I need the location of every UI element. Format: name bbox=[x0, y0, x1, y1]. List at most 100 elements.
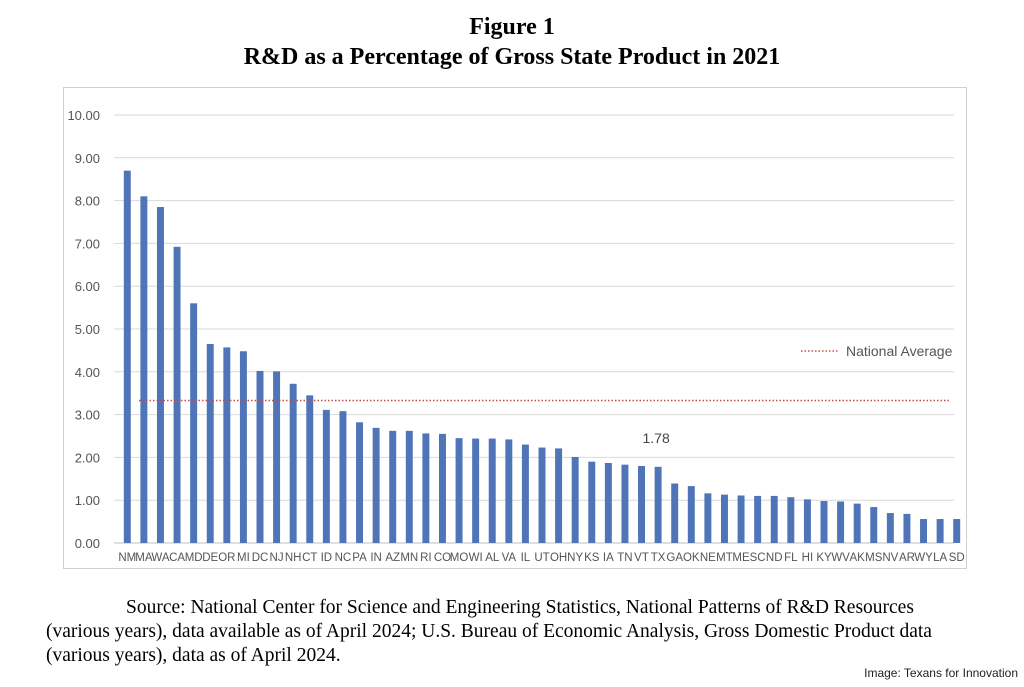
bar bbox=[704, 493, 712, 543]
x-tick-label: VA bbox=[502, 552, 517, 564]
bar bbox=[853, 503, 861, 543]
bar bbox=[306, 395, 314, 543]
x-tick-label: MS bbox=[865, 552, 883, 564]
data-label-tx: 1.78 bbox=[642, 430, 669, 446]
bar bbox=[505, 439, 513, 543]
x-tick-label: MI bbox=[237, 552, 250, 564]
x-tick-label: UT bbox=[534, 552, 549, 564]
x-tick-label: MO bbox=[450, 552, 469, 564]
x-tick-label: ND bbox=[766, 552, 783, 564]
x-tick-label: OH bbox=[550, 552, 567, 564]
bar bbox=[372, 427, 380, 543]
bars bbox=[123, 170, 961, 543]
x-tick-label: WY bbox=[914, 552, 933, 564]
bar bbox=[538, 447, 546, 543]
x-tick-label: WA bbox=[151, 552, 169, 564]
x-tick-label: NE bbox=[700, 552, 716, 564]
bar bbox=[920, 519, 928, 543]
bar bbox=[156, 207, 164, 543]
bar bbox=[405, 430, 413, 543]
x-tick-label: CA bbox=[169, 552, 185, 564]
labels: 0.00 1.00 2.00 3.00 4.00 5.00 6.00 7.00 8.00 9.00… bbox=[67, 108, 964, 564]
x-tick-label: IA bbox=[603, 552, 614, 564]
source-note: Source: National Center for Science and … bbox=[46, 596, 976, 668]
x-tick-label: AL bbox=[485, 552, 500, 564]
x-tick-label: GA bbox=[666, 552, 683, 564]
x-tick-label: ME bbox=[732, 552, 750, 564]
x-tick-label: LA bbox=[933, 552, 947, 564]
chart-area: 0.00 1.00 2.00 3.00 4.00 5.00 6.00 7.00 8.00 9.00… bbox=[63, 87, 967, 569]
bar bbox=[770, 495, 778, 543]
y-tick-label: 4.00 bbox=[75, 365, 100, 380]
figure-number: Figure 1 bbox=[469, 14, 555, 40]
bar bbox=[754, 495, 762, 543]
bar bbox=[472, 438, 480, 543]
bar bbox=[521, 444, 529, 543]
y-tick-label: 1.00 bbox=[75, 493, 100, 508]
x-tick-label: WV bbox=[831, 552, 850, 564]
x-tick-label: FL bbox=[784, 552, 798, 564]
x-tick-label: AR bbox=[899, 552, 915, 564]
bar bbox=[953, 519, 961, 543]
bar bbox=[455, 438, 463, 543]
bar bbox=[820, 501, 828, 543]
x-tick-label: IN bbox=[370, 552, 382, 564]
bar bbox=[720, 494, 728, 543]
x-tick-label: TN bbox=[617, 552, 632, 564]
bar bbox=[206, 343, 214, 543]
source-text: Source: National Center for Science and … bbox=[46, 597, 932, 666]
y-tick-label: 5.00 bbox=[75, 322, 100, 337]
x-tick-label: NJ bbox=[270, 552, 284, 564]
bar bbox=[604, 462, 612, 543]
x-tick-label: DE bbox=[202, 552, 218, 564]
x-tick-label: DC bbox=[252, 552, 269, 564]
bar-chart: 0.00 1.00 2.00 3.00 4.00 5.00 6.00 7.00 8.00 9.00… bbox=[67, 108, 964, 564]
y-tick-label: 2.00 bbox=[75, 450, 100, 465]
x-tick-label: MN bbox=[400, 552, 418, 564]
bar bbox=[140, 196, 148, 543]
x-tick-label: KY bbox=[816, 552, 832, 564]
bar bbox=[123, 170, 131, 543]
bar bbox=[803, 499, 811, 543]
chart-title: R&D as a Percentage of Gross State Produ… bbox=[243, 44, 781, 70]
bar bbox=[223, 347, 231, 543]
x-tick-label: AK bbox=[850, 552, 866, 564]
bar bbox=[571, 456, 579, 543]
bar bbox=[621, 464, 629, 543]
bar bbox=[389, 430, 397, 543]
bar bbox=[239, 351, 247, 543]
x-tick-label: HI bbox=[802, 552, 814, 564]
y-tick-label: 0.00 bbox=[75, 536, 100, 551]
x-tick-label: CO bbox=[434, 552, 451, 564]
bar bbox=[903, 513, 911, 543]
x-tick-label: VT bbox=[634, 552, 649, 564]
bar bbox=[438, 433, 446, 543]
bar bbox=[588, 461, 596, 543]
x-tick-label: SC bbox=[750, 552, 766, 564]
legend-label: National Average bbox=[846, 343, 953, 359]
bar bbox=[173, 246, 181, 543]
x-tick-label: NC bbox=[335, 552, 352, 564]
bar bbox=[488, 438, 496, 543]
bar bbox=[555, 448, 563, 543]
x-tick-label: RI bbox=[420, 552, 432, 564]
bar bbox=[687, 486, 695, 543]
y-tick-label: 3.00 bbox=[75, 408, 100, 423]
bar bbox=[737, 495, 745, 543]
bar bbox=[256, 370, 264, 543]
bar bbox=[322, 409, 330, 543]
y-tick-label: 6.00 bbox=[75, 279, 100, 294]
x-tick-label: ID bbox=[321, 552, 333, 564]
bar bbox=[787, 497, 795, 543]
bar bbox=[289, 383, 297, 543]
x-tick-label: AZ bbox=[385, 552, 400, 564]
x-tick-label: IL bbox=[521, 552, 531, 564]
y-tick-label: 10.00 bbox=[67, 108, 100, 123]
bar bbox=[339, 411, 347, 543]
bar bbox=[870, 507, 878, 543]
bar bbox=[671, 483, 679, 543]
x-tick-label: OR bbox=[218, 552, 235, 564]
bar bbox=[273, 371, 281, 543]
x-tick-label: MA bbox=[135, 552, 153, 564]
x-tick-label: WI bbox=[469, 552, 483, 564]
